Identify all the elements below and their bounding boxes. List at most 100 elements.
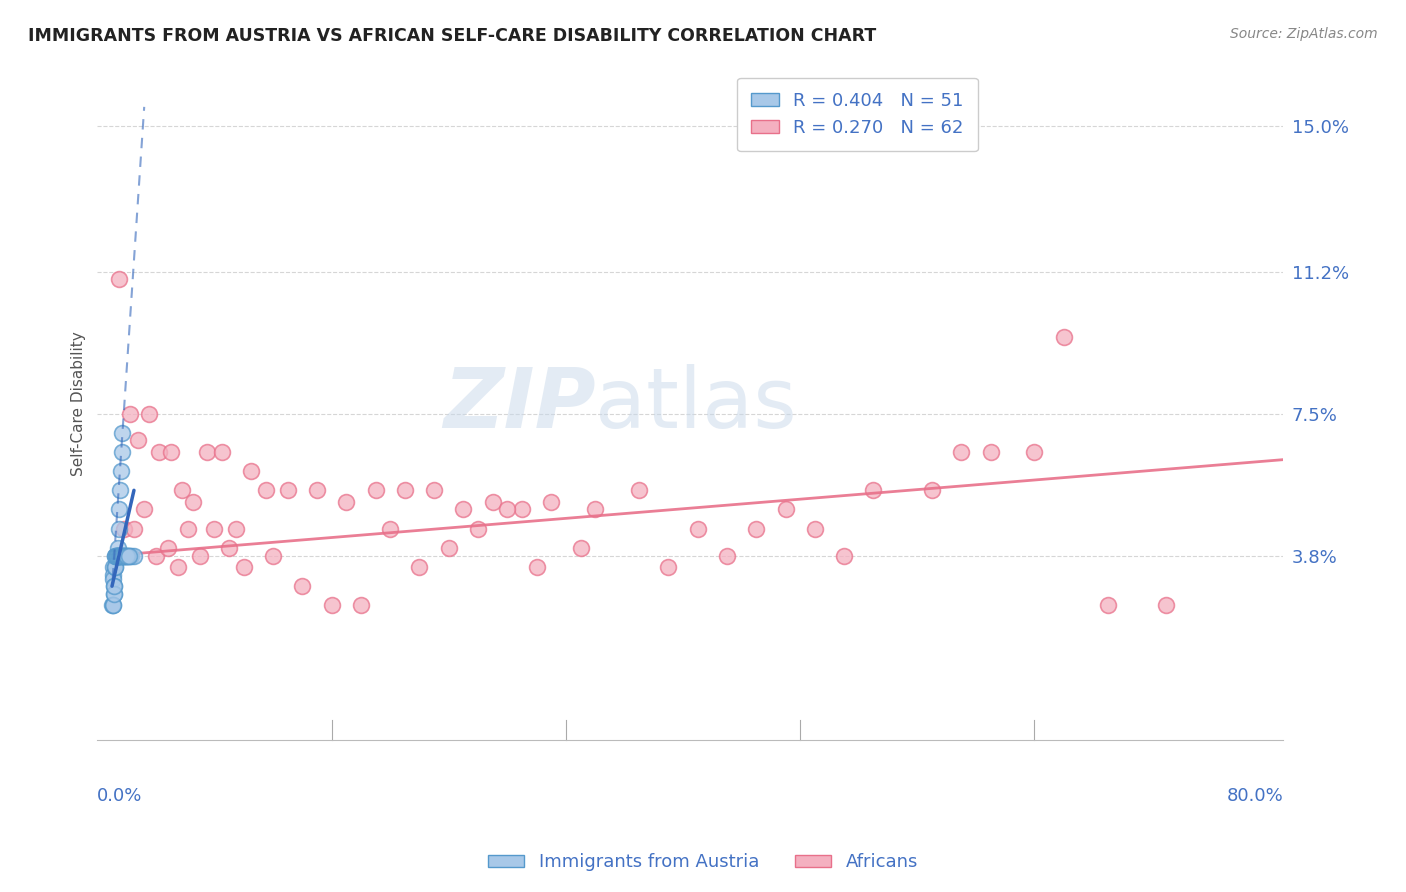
Point [117, 549, 139, 563]
Point [105, 549, 128, 563]
Point [921, 483, 943, 498]
Point [394, 483, 416, 498]
Point [107, 549, 129, 563]
Text: ZIP: ZIP [443, 364, 596, 444]
Point [118, 549, 141, 563]
Point [204, 522, 226, 536]
Point [107, 522, 129, 536]
Point [111, 549, 134, 563]
Point [110, 549, 132, 563]
Point [103, 579, 125, 593]
Point [628, 483, 651, 498]
Point [108, 549, 131, 563]
Point [526, 560, 548, 574]
Point [148, 445, 170, 459]
Point [177, 522, 200, 536]
Point [114, 549, 136, 563]
Point [188, 549, 211, 563]
Point [105, 549, 128, 563]
Y-axis label: Self-Care Disability: Self-Care Disability [72, 332, 86, 476]
Point [181, 495, 204, 509]
Text: 80.0%: 80.0% [1226, 787, 1284, 805]
Point [1154, 599, 1177, 613]
Point [950, 445, 973, 459]
Point [110, 445, 132, 459]
Point [108, 483, 131, 498]
Point [583, 502, 606, 516]
Point [104, 549, 127, 563]
Point [108, 502, 131, 516]
Point [122, 549, 145, 563]
Point [145, 549, 167, 563]
Point [225, 522, 247, 536]
Point [423, 483, 446, 498]
Point [321, 599, 343, 613]
Point [107, 549, 129, 563]
Point [103, 587, 125, 601]
Point [101, 560, 124, 574]
Point [117, 549, 139, 563]
Point [105, 549, 128, 563]
Point [745, 522, 768, 536]
Point [105, 549, 128, 563]
Point [112, 549, 135, 563]
Point [110, 549, 132, 563]
Point [832, 549, 855, 563]
Point [108, 549, 131, 563]
Legend: R = 0.404   N = 51, R = 0.270   N = 62: R = 0.404 N = 51, R = 0.270 N = 62 [737, 78, 977, 152]
Point [110, 464, 132, 478]
Point [101, 599, 124, 613]
Point [115, 549, 138, 563]
Point [408, 560, 430, 574]
Point [254, 483, 277, 498]
Point [104, 549, 127, 563]
Text: 0.0%: 0.0% [97, 787, 143, 805]
Point [114, 549, 136, 563]
Point [862, 483, 884, 498]
Point [686, 522, 709, 536]
Point [104, 549, 127, 563]
Point [104, 549, 127, 563]
Point [305, 483, 328, 498]
Text: Source: ZipAtlas.com: Source: ZipAtlas.com [1230, 27, 1378, 41]
Point [211, 445, 233, 459]
Point [540, 495, 562, 509]
Point [716, 549, 738, 563]
Point [804, 522, 827, 536]
Point [657, 560, 679, 574]
Point [120, 549, 142, 563]
Point [138, 407, 160, 421]
Point [350, 599, 373, 613]
Point [335, 495, 357, 509]
Point [112, 522, 135, 536]
Point [364, 483, 387, 498]
Point [112, 549, 135, 563]
Point [118, 549, 141, 563]
Point [108, 549, 131, 563]
Point [291, 579, 314, 593]
Point [467, 522, 489, 536]
Point [118, 407, 141, 421]
Point [105, 549, 128, 563]
Point [107, 549, 129, 563]
Point [277, 483, 299, 498]
Point [159, 445, 181, 459]
Point [195, 445, 218, 459]
Point [104, 560, 127, 574]
Point [1024, 445, 1046, 459]
Point [107, 541, 129, 555]
Point [218, 541, 240, 555]
Point [101, 599, 124, 613]
Point [437, 541, 460, 555]
Point [111, 425, 134, 440]
Point [262, 549, 284, 563]
Point [380, 522, 402, 536]
Point [1097, 599, 1119, 613]
Point [979, 445, 1001, 459]
Point [167, 560, 190, 574]
Point [453, 502, 475, 516]
Point [103, 587, 125, 601]
Point [104, 560, 127, 574]
Point [1053, 330, 1076, 344]
Point [481, 495, 503, 509]
